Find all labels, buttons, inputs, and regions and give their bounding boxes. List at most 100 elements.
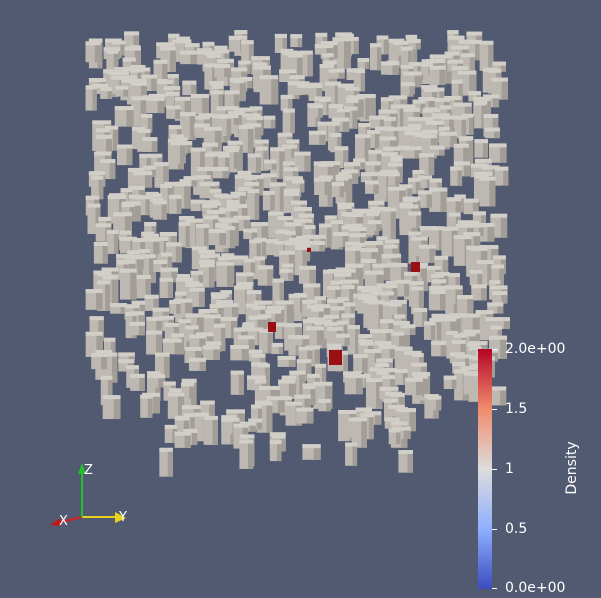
- voxel-cube: [492, 61, 506, 72]
- voxel-cube: [429, 145, 445, 156]
- voxel-cube: [202, 345, 220, 360]
- voxel-cube: [308, 130, 326, 145]
- voxel-cube: [180, 50, 197, 65]
- density-colorbar: [478, 349, 497, 589]
- voxel-cube: [188, 357, 206, 371]
- voxel-cube: [117, 144, 133, 166]
- voxel-cube: [116, 260, 128, 272]
- voxel-cube: [259, 328, 273, 354]
- voxel-cube: [314, 363, 327, 392]
- voxel-cube: [91, 175, 104, 200]
- colorbar-tick-label-min: 0.0e+00: [505, 580, 566, 596]
- voxel-cube: [167, 392, 185, 419]
- voxel-cube: [241, 40, 254, 63]
- voxel-cube: [219, 114, 232, 137]
- voxel-cube: [213, 323, 226, 352]
- voxel-cube: [471, 284, 487, 301]
- voxel-cube: [417, 175, 433, 189]
- voxel-cube: [166, 105, 181, 119]
- high-density-voxel: [329, 350, 342, 365]
- voxel-cube: [494, 317, 510, 329]
- orientation-axes-widget: X Y Z: [50, 463, 127, 529]
- voxel-cube: [471, 223, 484, 236]
- voxel-cube: [294, 151, 311, 172]
- colorbar-tick-mark: [492, 469, 497, 470]
- voxel-cube: [390, 302, 402, 315]
- voxel-cube: [405, 377, 423, 396]
- voxel-cube: [369, 43, 382, 71]
- voxel-cube: [114, 106, 134, 127]
- voxel-cube: [247, 189, 260, 220]
- voxel-cube: [272, 278, 284, 308]
- voxel-cube: [269, 440, 282, 462]
- voxel-cube: [178, 222, 190, 248]
- voxel-cube: [411, 353, 424, 368]
- voxel-cube: [296, 407, 314, 424]
- voxel-cube: [199, 263, 215, 288]
- voxel-cube: [274, 322, 287, 339]
- voxel-cube: [344, 374, 363, 395]
- colorbar-tick-mark: [492, 349, 497, 350]
- z-axis-label: Z: [84, 463, 93, 478]
- voxel-cube: [333, 231, 349, 247]
- voxel-cube: [102, 395, 121, 420]
- voxel-cube: [243, 258, 256, 273]
- voxel-cube: [368, 115, 387, 129]
- voxel-cube: [345, 213, 364, 224]
- colorbar-tick-label: 1: [505, 461, 514, 477]
- voxel-cube: [407, 38, 421, 50]
- voxel-cube: [474, 139, 488, 158]
- voxel-cube: [85, 289, 103, 310]
- voxel-cube: [146, 330, 163, 355]
- voxel-cube: [230, 370, 244, 395]
- voxel-cube: [96, 134, 113, 153]
- voxel-cube: [263, 159, 277, 170]
- x-axis-line: [56, 516, 83, 524]
- voxel-cube: [142, 137, 158, 152]
- voxel-cube: [491, 77, 508, 100]
- voxel-cube: [290, 34, 303, 48]
- voxel-cube: [469, 269, 483, 286]
- voxel-cube: [307, 373, 320, 386]
- voxel-cube: [423, 321, 436, 340]
- voxel-cube: [262, 190, 275, 211]
- high-density-voxel: [307, 248, 311, 252]
- z-axis-cone: [78, 463, 86, 474]
- voxel-cube: [190, 93, 210, 115]
- voxel-cube: [282, 108, 295, 134]
- voxel-cube: [232, 79, 245, 98]
- voxel-cube: [336, 108, 350, 121]
- voxel-cube: [309, 104, 323, 118]
- voxel-cube: [144, 294, 159, 311]
- voxel-cube: [302, 385, 316, 398]
- voxel-cube: [133, 171, 153, 188]
- voxel-cube: [259, 75, 279, 105]
- voxel-cube: [353, 69, 366, 92]
- voxel-cube: [115, 85, 129, 97]
- colorbar-gradient: [478, 349, 492, 589]
- colorbar-tick-label-max: 2.0e+00: [505, 341, 566, 357]
- voxel-cube: [489, 143, 507, 163]
- voxel-cube: [388, 428, 401, 445]
- voxel-cube: [487, 302, 504, 314]
- voxel-cube: [239, 439, 254, 469]
- voxel-cube: [250, 404, 263, 426]
- voxel-cube: [168, 194, 182, 214]
- voxel-cube: [365, 378, 383, 409]
- voxel-cube: [230, 345, 249, 361]
- voxel-cube: [314, 177, 331, 195]
- voxel-cube: [492, 291, 508, 304]
- y-axis-label: Y: [118, 510, 127, 525]
- voxel-cube: [398, 449, 413, 473]
- voxel-cube: [103, 337, 116, 357]
- voxel-cube: [463, 198, 479, 215]
- colorbar-tick-label: 1.5: [505, 401, 528, 417]
- voxel-cube: [429, 65, 446, 86]
- voxel-cube: [430, 290, 446, 310]
- voxel-cube: [170, 141, 186, 164]
- high-density-voxel: [411, 262, 420, 272]
- voxel-cube: [367, 220, 382, 231]
- y-axis-cone: [115, 512, 126, 523]
- voxel-cube: [100, 375, 113, 406]
